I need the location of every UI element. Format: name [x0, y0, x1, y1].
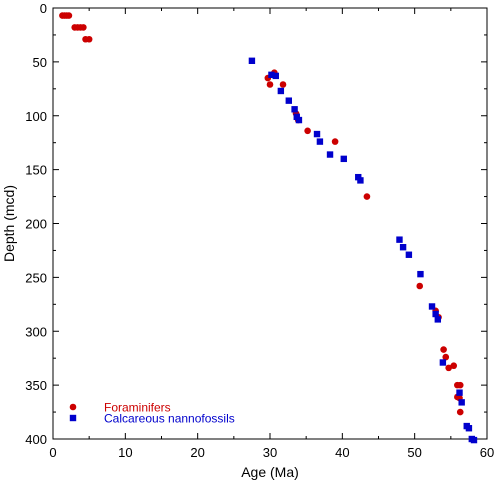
data-point-nannofossil [396, 236, 403, 243]
data-point-nannofossil [316, 138, 324, 145]
y-tick-label: 300 [25, 324, 47, 339]
data-point-foraminifer [331, 138, 339, 145]
data-point-nannofossil [357, 177, 364, 184]
data-point-foraminifer [456, 408, 464, 416]
data-point-nannofossil [434, 316, 442, 323]
x-tick-label: 10 [118, 445, 132, 460]
data-point-nannofossil [465, 425, 473, 432]
data-point-nannofossil [470, 436, 478, 444]
x-tick-label: 40 [335, 445, 349, 460]
y-tick-label: 350 [25, 378, 47, 393]
legend-marker-nannofossils [69, 414, 77, 422]
y-tick-label: 150 [25, 163, 47, 178]
data-point-nannofossil [405, 251, 413, 258]
data-point-nannofossil [432, 310, 439, 318]
y-tick-label: 200 [25, 217, 47, 232]
data-point-foraminifer [279, 81, 287, 88]
data-point-foraminifer [65, 12, 73, 19]
data-point-nannofossil [458, 399, 465, 406]
x-tick-label: 20 [190, 445, 204, 460]
data-point-foraminifer [85, 35, 93, 43]
y-tick-label: 0 [40, 1, 47, 16]
x-tick-label: 50 [407, 445, 421, 460]
y-tick-label: 250 [25, 270, 47, 285]
x-tick-label: 60 [480, 445, 494, 460]
data-point-foraminifer [442, 353, 450, 361]
x-tick-label: 0 [49, 445, 56, 460]
data-point-foraminifer [363, 193, 371, 200]
y-tick-label: 100 [25, 109, 47, 124]
data-point-foraminifer [416, 282, 424, 290]
legend-label-nannofossils: Calcareous nannofossils [104, 412, 235, 426]
data-point-nannofossil [272, 72, 279, 80]
data-point-nannofossil [313, 130, 321, 138]
x-tick-label: 30 [263, 445, 277, 460]
y-tick-label: 400 [25, 432, 47, 447]
data-point-nannofossil [340, 155, 347, 163]
data-point-nannofossil [293, 113, 300, 121]
data-point-nannofossil [439, 359, 447, 366]
data-point-nannofossil [268, 71, 275, 79]
data-point-nannofossil [456, 389, 463, 396]
data-point-foraminifer [266, 81, 274, 88]
data-point-foraminifer [440, 346, 447, 353]
data-point-foraminifer [80, 24, 87, 31]
data-point-nannofossil [399, 244, 407, 251]
data-point-nannofossil [291, 106, 298, 113]
data-point-nannofossil [277, 87, 285, 95]
y-axis-title: Depth (mcd) [1, 185, 17, 262]
data-point-foraminifer [304, 127, 311, 135]
y-tick-label: 50 [33, 55, 47, 70]
data-point-nannofossil [355, 173, 362, 181]
legend-label-foraminifers: Foraminifers [104, 401, 171, 415]
x-axis-title: Age (Ma) [241, 464, 299, 480]
data-point-nannofossil [295, 116, 303, 124]
data-point-nannofossil [248, 57, 256, 64]
data-point-nannofossil [428, 303, 436, 310]
data-point-nannofossil [417, 270, 424, 278]
legend-marker-foraminifers [69, 403, 77, 411]
data-point-nannofossil [326, 151, 334, 158]
data-point-foraminifer [445, 364, 452, 372]
data-point-foraminifer [450, 362, 458, 370]
data-point-nannofossil [285, 97, 293, 104]
data-point-foraminifer [456, 381, 464, 389]
